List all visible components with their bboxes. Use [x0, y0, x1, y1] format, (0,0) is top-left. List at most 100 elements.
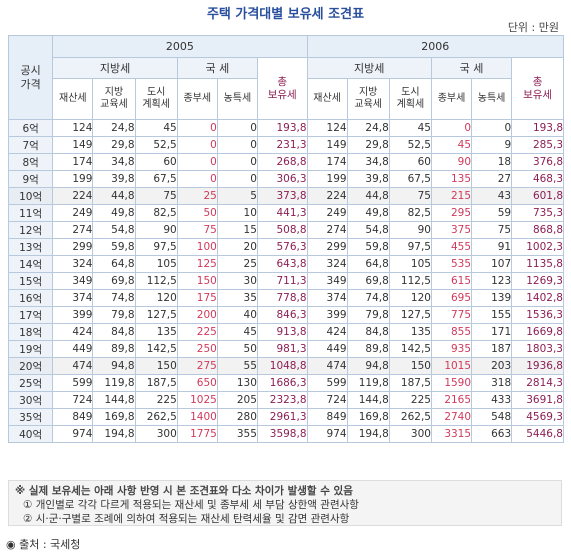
value-cell: 2740: [430, 408, 473, 426]
value-cell: 576,3: [256, 238, 308, 256]
value-cell: 123: [471, 272, 513, 290]
table-row: 8억 174 34,8 60 0 0 268,8 174 34,8 60 90 18 376,8: [7, 153, 564, 171]
value-cell: 90: [388, 221, 432, 239]
value-cell: 135: [430, 170, 473, 188]
value-cell: 0: [216, 170, 258, 188]
value-cell: 455: [430, 238, 473, 256]
value-cell: 50: [176, 204, 218, 222]
value-cell: 349: [52, 272, 94, 290]
value-cell: 127,5: [388, 306, 432, 324]
table-row: 15억 349 69,8 112,5 150 30 711,3 349 69,8 112,5 615…: [7, 272, 564, 290]
total-header-2005: 총 보유세: [256, 57, 308, 120]
value-cell: 1269,3: [511, 272, 564, 290]
value-cell: 299: [52, 238, 94, 256]
value-cell: 90: [430, 153, 473, 171]
col-comprehensive-tax-2006: 종부세: [430, 78, 473, 120]
value-cell: 60: [388, 153, 432, 171]
value-cell: 45: [388, 119, 432, 137]
group-national-tax-2006: 국 세: [430, 57, 513, 79]
value-cell: 89,8: [346, 340, 390, 358]
group-national-tax-2005: 국 세: [176, 57, 258, 79]
value-cell: 508,8: [256, 221, 308, 239]
value-cell: 120: [134, 289, 178, 307]
value-cell: 262,5: [134, 408, 178, 426]
value-cell: 974: [52, 425, 94, 443]
value-cell: 224: [306, 187, 348, 205]
table-row: 16억 374 74,8 120 175 35 778,8 374 74,8 120 695 139 1…: [7, 289, 564, 307]
value-cell: 174: [52, 153, 94, 171]
price-cell: 9억: [7, 170, 54, 188]
group-local-tax-2005: 지방세: [52, 57, 178, 79]
value-cell: 142,5: [388, 340, 432, 358]
value-cell: 59,8: [92, 238, 136, 256]
table-body: 6억 124 24,8 45 0 0 193,8 124 24,8 45 0 0 193,8 7억 149 2…: [7, 119, 564, 443]
value-cell: 285,3: [511, 136, 564, 154]
value-cell: 1686,3: [256, 374, 308, 392]
price-cell: 18억: [7, 323, 54, 341]
price-cell: 19억: [7, 340, 54, 358]
value-cell: 9: [471, 136, 513, 154]
value-cell: 25: [216, 255, 258, 273]
value-cell: 44,8: [346, 187, 390, 205]
value-cell: 94,8: [346, 357, 390, 375]
value-cell: 112,5: [134, 272, 178, 290]
value-cell: 203: [471, 357, 513, 375]
value-cell: 169,8: [92, 408, 136, 426]
value-cell: 119,8: [92, 374, 136, 392]
value-cell: 262,5: [388, 408, 432, 426]
value-cell: 100: [176, 238, 218, 256]
table-row: 10억 224 44,8 75 25 5 373,8 224 44,8 75 215 43 601,8: [7, 187, 564, 205]
value-cell: 59: [471, 204, 513, 222]
group-local-tax-2006: 지방세: [306, 57, 432, 79]
value-cell: 318: [471, 374, 513, 392]
value-cell: 39,8: [346, 170, 390, 188]
value-cell: 60: [134, 153, 178, 171]
value-cell: 300: [134, 425, 178, 443]
value-cell: 112,5: [388, 272, 432, 290]
value-cell: 125: [176, 255, 218, 273]
value-cell: 55: [216, 357, 258, 375]
value-cell: 150: [388, 357, 432, 375]
value-cell: 39,8: [92, 170, 136, 188]
price-cell: 10억: [7, 187, 54, 205]
value-cell: 43: [471, 187, 513, 205]
value-cell: 124: [306, 119, 348, 137]
value-cell: 52,5: [388, 136, 432, 154]
value-cell: 643,8: [256, 255, 308, 273]
value-cell: 2165: [430, 391, 473, 409]
value-cell: 250: [176, 340, 218, 358]
value-cell: 69,8: [92, 272, 136, 290]
value-cell: 0: [176, 136, 218, 154]
value-cell: 1669,8: [511, 323, 564, 341]
value-cell: 10: [216, 204, 258, 222]
value-cell: 75: [388, 187, 432, 205]
value-cell: 535: [430, 255, 473, 273]
col-property-tax-2006: 재산세: [306, 78, 348, 120]
table-row: 7억 149 29,8 52,5 0 0 231,3 149 29,8 52,5 45 9 285,3: [7, 136, 564, 154]
value-cell: 0: [176, 153, 218, 171]
value-cell: 324: [306, 255, 348, 273]
value-cell: 376,8: [511, 153, 564, 171]
value-cell: 174: [306, 153, 348, 171]
value-cell: 849: [52, 408, 94, 426]
col-property-tax-2005: 재산세: [52, 78, 94, 120]
notes-item-1: ① 개인별로 각각 다르게 적용되는 재산세 및 종부세 세 부담 상한액 관련…: [23, 499, 359, 511]
table-row: 12억 274 54,8 90 75 15 508,8 274 54,8 90 375 75 868,8: [7, 221, 564, 239]
value-cell: 194,8: [346, 425, 390, 443]
value-cell: 91: [471, 238, 513, 256]
value-cell: 601,8: [511, 187, 564, 205]
value-cell: 650: [176, 374, 218, 392]
value-cell: 274: [52, 221, 94, 239]
table-row: 25억 599 119,8 187,5 650 130 1686,3 599 119,8 187,…: [7, 374, 564, 392]
value-cell: 50: [216, 340, 258, 358]
value-cell: 149: [52, 136, 94, 154]
value-cell: 15: [216, 221, 258, 239]
value-cell: 82,5: [388, 204, 432, 222]
value-cell: 0: [216, 119, 258, 137]
value-cell: 3691,8: [511, 391, 564, 409]
value-cell: 67,5: [134, 170, 178, 188]
value-cell: 40: [216, 306, 258, 324]
value-cell: 150: [176, 272, 218, 290]
value-cell: 355: [216, 425, 258, 443]
price-cell: 14억: [7, 255, 54, 273]
